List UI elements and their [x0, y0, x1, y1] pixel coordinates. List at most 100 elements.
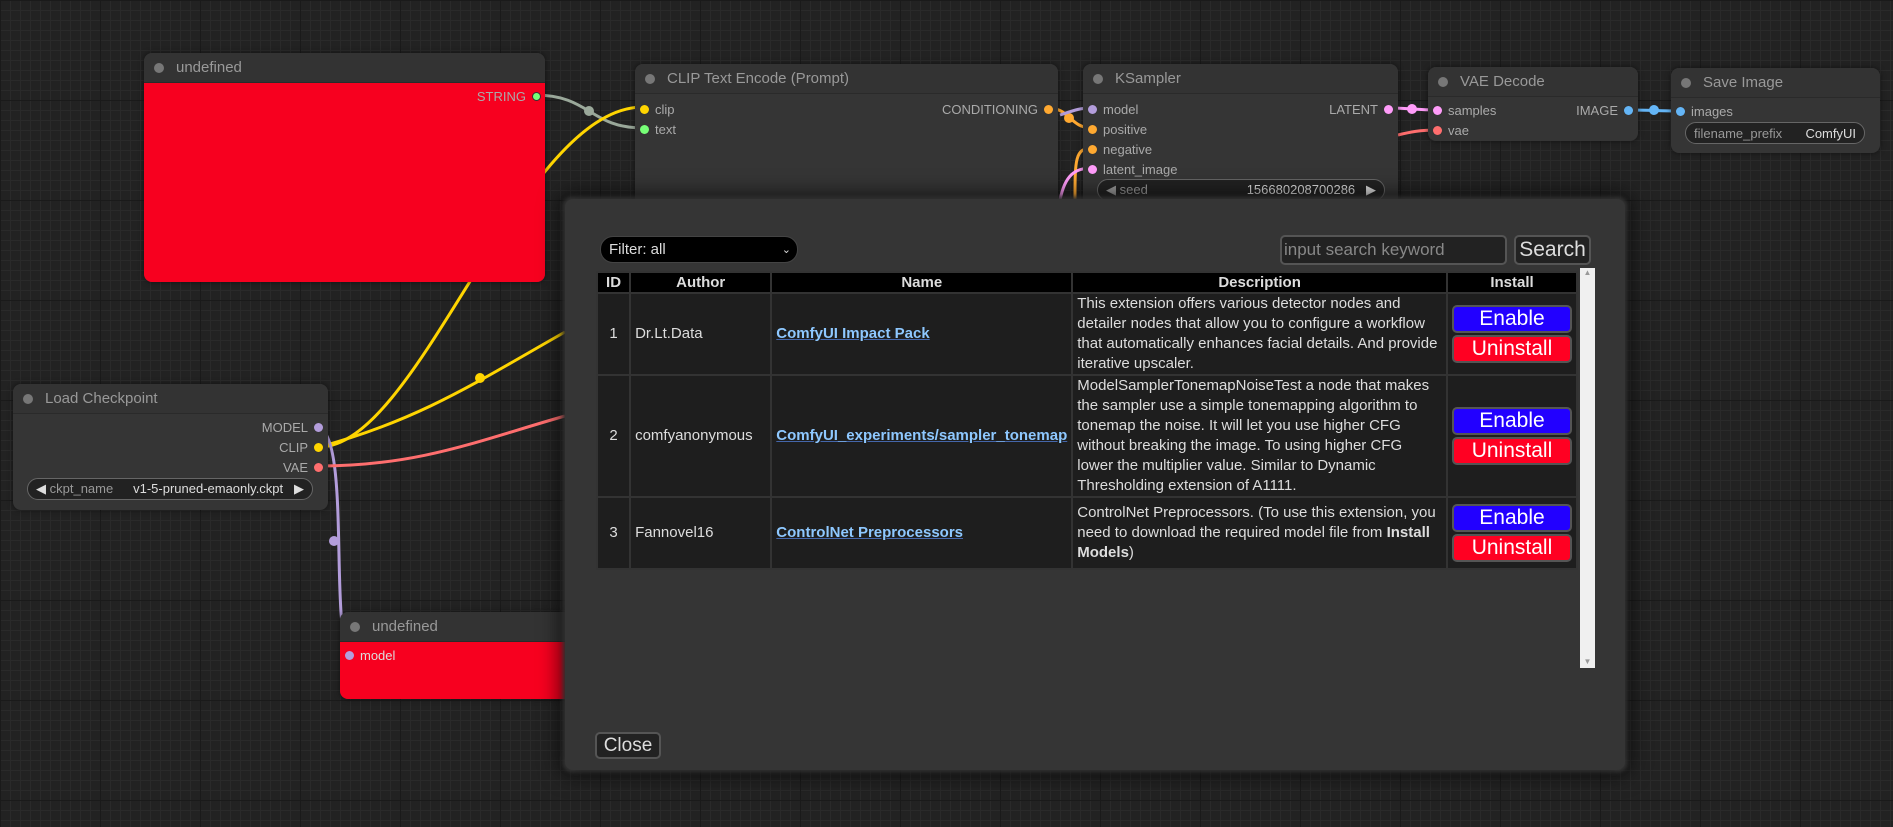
enable-button[interactable]: Enable: [1451, 305, 1572, 333]
wire-midpoint: [475, 373, 485, 383]
column-header-id: ID: [595, 271, 632, 294]
table-row: 1 Dr.Lt.Data ComfyUI Impact Pack This ex…: [595, 292, 1579, 376]
cell-id: 2: [595, 374, 632, 498]
wire-string-text: [534, 93, 644, 130]
node-title: KSampler: [1115, 70, 1181, 87]
wire-midpoint: [1064, 113, 1074, 123]
extension-link[interactable]: ComfyUI_experiments/sampler_tonemap: [770, 374, 1074, 498]
ckpt-name-widget[interactable]: ◀ ckpt_name v1-5-pruned-emaonly.ckpt ▶: [27, 478, 313, 500]
input-slot-negative[interactable]: [1088, 145, 1097, 154]
collapse-dot-icon[interactable]: [645, 73, 655, 84]
enable-button[interactable]: Enable: [1451, 407, 1572, 435]
node-error-body: STRING: [144, 83, 545, 282]
install-models-text: Install Models: [1077, 524, 1430, 561]
collapse-dot-icon[interactable]: [1438, 76, 1448, 87]
input-slot-images[interactable]: [1676, 107, 1685, 116]
uninstall-button[interactable]: Uninstall: [1451, 335, 1572, 363]
input-slot-samples[interactable]: [1433, 106, 1442, 115]
input-label: clip: [655, 102, 675, 117]
close-button[interactable]: Close: [595, 732, 661, 759]
output-label: CLIP: [279, 440, 308, 455]
filter-select[interactable]: Filter: all ⌄: [600, 236, 798, 263]
input-label: vae: [1448, 123, 1469, 138]
collapse-dot-icon[interactable]: [1681, 77, 1691, 88]
output-label: CONDITIONING: [941, 102, 1038, 117]
node-vae-decode[interactable]: VAE Decode samples vae IMAGE: [1428, 67, 1638, 141]
input-label: images: [1691, 104, 1733, 119]
output-slot-clip[interactable]: [314, 443, 323, 452]
output-label: LATENT: [1329, 102, 1378, 117]
collapse-dot-icon[interactable]: [350, 621, 360, 632]
node-title: VAE Decode: [1460, 73, 1545, 90]
widget-label: ckpt_name: [49, 481, 114, 496]
wire-vae: [318, 414, 566, 468]
wire-midpoint: [1649, 105, 1659, 115]
cell-id: 1: [595, 292, 632, 376]
column-header-name: Name: [770, 271, 1074, 294]
output-slot-model[interactable]: [314, 423, 323, 432]
custom-nodes-manager-dialog: Filter: all ⌄ input search keyword Search…: [565, 199, 1625, 770]
node-title: Save Image: [1703, 74, 1784, 91]
wire-midpoint: [329, 536, 339, 546]
extension-link[interactable]: ComfyUI Impact Pack: [770, 292, 1074, 376]
extension-link[interactable]: ControlNet Preprocessors: [770, 496, 1074, 570]
arrow-left-icon[interactable]: ◀: [36, 481, 46, 496]
input-label: samples: [1448, 103, 1497, 118]
node-title: CLIP Text Encode (Prompt): [667, 70, 850, 87]
filename-prefix-widget[interactable]: filename_prefix ComfyUI: [1685, 122, 1865, 144]
node-save-image[interactable]: Save Image images filename_prefix ComfyUI: [1671, 68, 1880, 153]
uninstall-button[interactable]: Uninstall: [1451, 534, 1572, 562]
enable-button[interactable]: Enable: [1451, 504, 1572, 532]
collapse-dot-icon[interactable]: [154, 62, 164, 73]
search-input[interactable]: input search keyword: [1280, 235, 1507, 265]
cell-author: Fannovel16: [629, 496, 773, 570]
input-slot-latent[interactable]: [1088, 165, 1097, 174]
arrow-left-icon[interactable]: ◀: [1106, 182, 1116, 197]
input-slot-clip[interactable]: [640, 105, 649, 114]
widget-value: ComfyUI: [1805, 125, 1856, 141]
wire-midpoint: [584, 106, 594, 116]
input-slot-positive[interactable]: [1088, 125, 1097, 134]
node-title: undefined: [176, 59, 242, 76]
table-row: 2 comfyanonymous ComfyUI_experiments/sam…: [595, 374, 1579, 498]
filter-value: Filter: all: [609, 241, 666, 258]
scroll-up-icon[interactable]: ▲: [1583, 268, 1592, 277]
node-string-undefined[interactable]: undefined STRING: [144, 53, 545, 282]
widget-value: v1-5-pruned-emaonly.ckpt: [133, 481, 284, 496]
node-load-checkpoint[interactable]: Load Checkpoint MODEL CLIP VAE ◀ ckpt_na…: [13, 384, 328, 510]
arrow-right-icon[interactable]: ▶: [294, 481, 304, 496]
output-slot[interactable]: [1384, 105, 1393, 114]
output-label: MODEL: [261, 420, 308, 435]
input-label: text: [655, 122, 676, 137]
output-label: VAE: [282, 460, 308, 475]
output-slot[interactable]: [532, 92, 541, 101]
table-scrollbar[interactable]: ▲ ▼: [1580, 268, 1595, 668]
search-button[interactable]: Search: [1514, 235, 1591, 265]
output-slot-vae[interactable]: [314, 463, 323, 472]
collapse-dot-icon[interactable]: [1093, 73, 1103, 84]
node-model-undefined[interactable]: undefined model: [340, 612, 600, 699]
description-text: ): [1128, 544, 1134, 561]
cell-author: comfyanonymous: [629, 374, 773, 498]
extensions-table: ID Author Name Description Install 1 Dr.…: [595, 271, 1579, 570]
description-text: ControlNet Preprocessors. (To use this e…: [1077, 504, 1436, 541]
input-label: model: [360, 648, 396, 663]
widget-label: filename_prefix: [1694, 125, 1783, 141]
input-slot-text[interactable]: [640, 125, 649, 134]
input-slot-vae[interactable]: [1433, 126, 1442, 135]
arrow-right-icon[interactable]: ▶: [1366, 182, 1376, 197]
wire-clip-2: [318, 330, 566, 449]
input-slot-model[interactable]: [345, 651, 354, 660]
uninstall-button[interactable]: Uninstall: [1451, 437, 1572, 465]
input-label: latent_image: [1103, 162, 1178, 177]
output-slot[interactable]: [1624, 106, 1633, 115]
collapse-dot-icon[interactable]: [23, 393, 33, 404]
seed-widget[interactable]: ◀ seed 156680208700286 ▶: [1097, 179, 1385, 201]
scroll-down-icon[interactable]: ▼: [1583, 657, 1592, 666]
column-header-description: Description: [1071, 271, 1448, 294]
cell-description: ControlNet Preprocessors. (To use this e…: [1071, 496, 1448, 570]
output-slot[interactable]: [1044, 105, 1053, 114]
node-title: undefined: [372, 618, 438, 635]
input-slot-model[interactable]: [1088, 105, 1097, 114]
table-row: 3 Fannovel16 ControlNet Preprocessors Co…: [595, 496, 1579, 570]
